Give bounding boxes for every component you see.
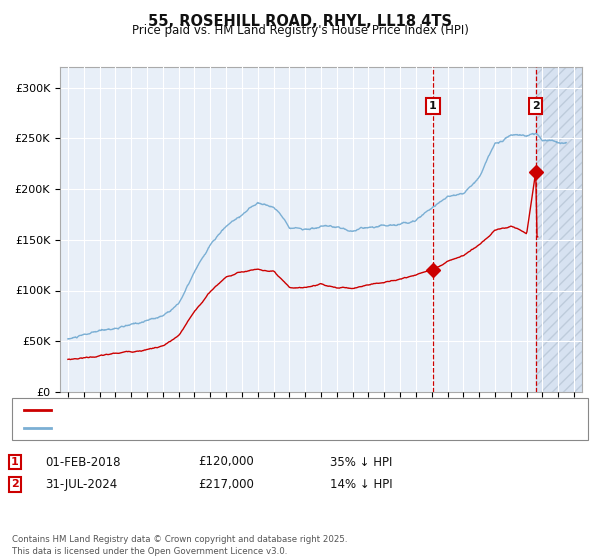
Bar	[536, 67, 582, 392]
Text: 55, ROSEHILL ROAD, RHYL, LL18 4TS: 55, ROSEHILL ROAD, RHYL, LL18 4TS	[148, 14, 452, 29]
Text: 2: 2	[532, 101, 539, 111]
Text: 01-FEB-2018: 01-FEB-2018	[45, 455, 121, 469]
Text: £217,000: £217,000	[198, 478, 254, 491]
Text: Price paid vs. HM Land Registry's House Price Index (HPI): Price paid vs. HM Land Registry's House …	[131, 24, 469, 36]
Text: 1: 1	[11, 457, 19, 467]
Text: 1: 1	[429, 101, 437, 111]
Text: HPI: Average price, detached house, Denbighshire: HPI: Average price, detached house, Denb…	[54, 423, 316, 433]
Text: 14% ↓ HPI: 14% ↓ HPI	[330, 478, 392, 491]
Text: Contains HM Land Registry data © Crown copyright and database right 2025.
This d: Contains HM Land Registry data © Crown c…	[12, 535, 347, 556]
Text: 55, ROSEHILL ROAD, RHYL, LL18 4TS (detached house): 55, ROSEHILL ROAD, RHYL, LL18 4TS (detac…	[54, 405, 341, 415]
Text: 31-JUL-2024: 31-JUL-2024	[45, 478, 117, 491]
Text: 2: 2	[11, 479, 19, 489]
Text: 35% ↓ HPI: 35% ↓ HPI	[330, 455, 392, 469]
Text: £120,000: £120,000	[198, 455, 254, 469]
Bar	[536, 67, 582, 392]
